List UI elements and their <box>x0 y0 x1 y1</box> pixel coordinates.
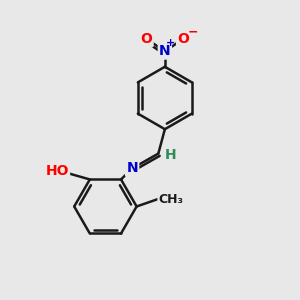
Text: CH₃: CH₃ <box>158 193 183 206</box>
Text: N: N <box>126 161 138 176</box>
Text: H: H <box>165 148 177 162</box>
Text: O: O <box>140 32 152 46</box>
Text: N: N <box>159 44 171 58</box>
Text: −: − <box>188 26 198 39</box>
Text: HO: HO <box>46 164 70 178</box>
Text: +: + <box>166 38 176 48</box>
Text: O: O <box>177 32 189 46</box>
